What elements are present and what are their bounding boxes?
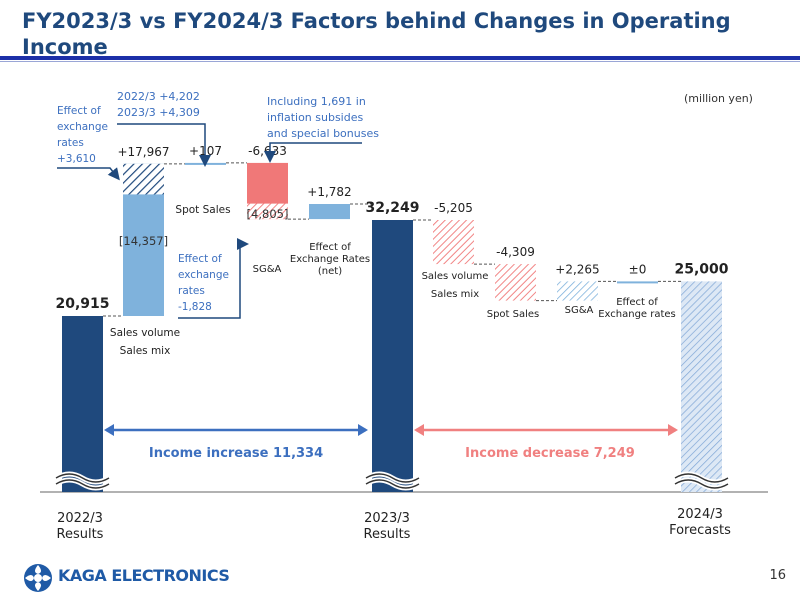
annotation-exchange-up: Effect of exchange rates +3,610 xyxy=(57,105,120,181)
value-label-1: +17,967 xyxy=(117,145,169,159)
bar-label-fx-1b: Exchange Rates xyxy=(290,254,370,265)
value-label-4: +1,782 xyxy=(307,185,351,199)
bar-total-0 xyxy=(62,316,103,492)
bar-label-sales-mix-2a: Sales volume xyxy=(422,271,489,282)
bar-label-sales-mix-1a: Sales volume xyxy=(110,327,180,339)
inner-label-sga: [4,805] xyxy=(247,207,289,221)
axis-break-icon xyxy=(674,479,729,489)
x-label-2023-line2: Results xyxy=(364,527,411,542)
axis-break-icon xyxy=(365,479,420,489)
annotation-exchange-down: Effect of exchange rates -1,828 xyxy=(178,238,249,319)
axis-break-icon xyxy=(55,479,110,489)
x-label-2022-line1: 2022/3 xyxy=(57,511,103,526)
bar-exchange-part-1 xyxy=(123,163,164,195)
value-label-5: 32,249 xyxy=(365,200,419,216)
unit-label: (million yen) xyxy=(684,92,753,105)
axis-break-icon xyxy=(55,473,110,483)
bar-total-10 xyxy=(681,281,722,492)
value-label-7: -4,309 xyxy=(496,245,535,259)
bar-delta-7 xyxy=(495,264,536,301)
value-label-0: 20,915 xyxy=(55,296,109,312)
summary-increase: Income increase 11,334 xyxy=(104,424,368,461)
annotation-sga-line3: and special bonuses xyxy=(267,127,379,140)
annotation-spot-history: 2022/3 +4,202 2023/3 +4,309 xyxy=(117,90,211,167)
annotation-exchange-up-arrow xyxy=(57,167,120,181)
bar-total-5 xyxy=(372,220,413,492)
annotation-exchange-up-line3: rates xyxy=(57,137,84,149)
bar-label-fx-2b: Exchange rates xyxy=(598,309,676,320)
bar-delta-6 xyxy=(433,220,474,265)
annotation-exchange-up-line2: exchange xyxy=(57,121,108,133)
summary-decrease-arrow-right xyxy=(668,424,678,436)
value-label-8: +2,265 xyxy=(555,262,599,276)
value-label-3: -6,633 xyxy=(248,144,287,158)
annotation-exchange-down-line4: -1,828 xyxy=(178,301,212,313)
annotation-sga-line1: Including 1,691 in xyxy=(267,95,366,108)
bar-label-spot-2: Spot Sales xyxy=(487,309,540,320)
annotation-sga-arrow xyxy=(264,142,362,163)
annotation-exchange-down-line2: exchange xyxy=(178,269,229,281)
inner-label-sales-mix: [14,357] xyxy=(119,234,168,248)
x-label-2024-line1: 2024/3 xyxy=(677,507,723,522)
bar-delta-9 xyxy=(617,281,658,284)
bar-label-sga-2: SG&A xyxy=(565,305,594,316)
summary-increase-arrow-left xyxy=(104,424,114,436)
annotation-exchange-down-line1: Effect of xyxy=(178,253,222,265)
annotation-spot-line1: 2022/3 +4,202 xyxy=(117,90,200,103)
page-title: FY2023/3 vs FY2024/3 Factors behind Chan… xyxy=(22,9,731,59)
value-label-10: 25,000 xyxy=(674,261,728,277)
bar-delta-8 xyxy=(557,281,598,301)
summary-decrease: Income decrease 7,249 xyxy=(414,424,678,461)
axis-break-icon xyxy=(365,473,420,483)
kaga-logo-icon xyxy=(24,564,52,592)
bar-label-spot-1: Spot Sales xyxy=(175,204,230,216)
x-label-2022-line2: Results xyxy=(57,527,104,542)
summary-increase-label: Income increase 11,334 xyxy=(149,446,323,461)
annotation-sga-note: Including 1,691 in inflation subsides an… xyxy=(264,95,379,163)
brand-name: KAGA ELECTRONICS xyxy=(58,566,230,585)
annotation-sga-line2: inflation subsides xyxy=(267,111,363,124)
bar-label-sales-mix-1b: Sales mix xyxy=(120,345,171,357)
x-label-2023-line1: 2023/3 xyxy=(364,511,410,526)
annotation-exchange-down-line3: rates xyxy=(178,285,205,297)
summary-increase-arrow-right xyxy=(358,424,368,436)
annotation-exchange-down-arrow xyxy=(178,238,249,319)
summary-decrease-arrow-left xyxy=(414,424,424,436)
bar-label-sales-mix-2b: Sales mix xyxy=(431,289,479,300)
title-rule-thin xyxy=(0,61,800,62)
bar-label-fx-2a: Effect of xyxy=(616,297,658,308)
annotation-exchange-up-line1: Effect of xyxy=(57,105,101,117)
bar-delta-4 xyxy=(309,204,350,220)
bar-exchange-part-3 xyxy=(247,203,288,220)
annotation-exchange-up-line4: +3,610 xyxy=(57,153,96,165)
page-number: 16 xyxy=(769,568,786,583)
value-label-6: -5,205 xyxy=(434,201,473,215)
bar-label-fx-1c: (net) xyxy=(318,266,342,277)
summary-decrease-label: Income decrease 7,249 xyxy=(465,446,635,461)
annotation-spot-line2: 2023/3 +4,309 xyxy=(117,106,200,119)
axis-break-icon xyxy=(674,473,729,483)
annotation-spot-arrow xyxy=(117,123,211,167)
title-rule xyxy=(0,56,800,60)
bar-label-sga-1: SG&A xyxy=(253,264,282,275)
x-label-2024-line2: Forecasts xyxy=(669,523,731,538)
bar-label-fx-1a: Effect of xyxy=(309,242,351,253)
value-label-9: ±0 xyxy=(629,262,647,276)
